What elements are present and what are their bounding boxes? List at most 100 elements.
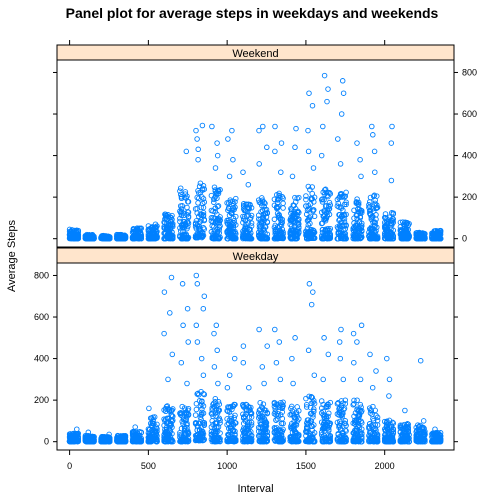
data-point-weekend xyxy=(307,213,314,220)
data-point-weekend xyxy=(185,220,192,226)
data-point-weekday xyxy=(262,426,269,432)
data-point-weekday xyxy=(154,428,160,435)
data-point-weekend xyxy=(248,235,255,242)
data-point-weekday xyxy=(303,401,310,408)
data-point-weekday xyxy=(260,401,267,407)
data-point-weekday xyxy=(185,430,192,436)
data-point-weekday xyxy=(296,433,302,439)
data-point-weekend xyxy=(214,211,220,217)
data-point-weekday xyxy=(200,372,207,378)
data-point-weekend xyxy=(214,195,220,201)
data-point-weekday xyxy=(325,404,331,410)
data-point-weekend xyxy=(372,169,378,175)
data-point-weekend xyxy=(214,152,221,159)
data-point-weekday xyxy=(437,435,444,442)
data-point-weekend xyxy=(138,225,145,232)
data-point-weekday xyxy=(192,412,199,418)
data-point-weekday xyxy=(245,403,252,410)
data-point-weekday xyxy=(311,422,317,428)
data-point-weekend xyxy=(390,227,397,234)
data-point-weekday xyxy=(201,421,208,428)
data-point-weekday xyxy=(259,364,266,370)
data-point-weekday xyxy=(386,376,393,383)
data-point-weekday xyxy=(292,335,298,341)
data-point-weekday xyxy=(308,301,315,308)
data-point-weekend xyxy=(406,234,412,240)
data-point-weekend xyxy=(339,194,345,200)
data-point-weekday xyxy=(336,339,343,345)
data-point-weekend xyxy=(201,186,208,192)
data-point-weekday xyxy=(200,391,207,397)
data-point-weekday xyxy=(359,420,365,426)
data-point-weekend xyxy=(303,196,309,203)
data-point-weekday xyxy=(200,431,207,437)
data-point-weekend xyxy=(233,235,239,241)
data-point-weekday xyxy=(169,430,175,437)
data-point-weekday xyxy=(122,434,129,440)
data-point-weekday xyxy=(390,420,397,426)
data-point-weekday xyxy=(211,364,218,370)
data-point-weekend xyxy=(225,136,231,142)
x-tick-label: 1500 xyxy=(296,461,316,471)
data-point-weekday xyxy=(233,420,239,426)
data-point-weekday xyxy=(432,426,438,432)
data-point-weekday xyxy=(309,423,315,430)
data-point-weekend xyxy=(107,234,113,240)
data-point-weekday xyxy=(179,281,186,287)
data-point-weekday xyxy=(280,426,286,433)
data-point-weekday xyxy=(224,384,231,391)
data-point-weekday xyxy=(389,435,396,442)
panel-weekend: Weekend 0 200 400 600 800 xyxy=(53,44,477,248)
data-point-weekday xyxy=(193,406,200,413)
data-point-weekday xyxy=(201,391,208,398)
data-point-weekend xyxy=(247,226,253,232)
data-point-weekday xyxy=(217,417,223,424)
data-point-weekday xyxy=(161,330,167,337)
data-point-weekend xyxy=(343,199,349,205)
data-point-weekend xyxy=(200,195,207,202)
data-point-weekday xyxy=(311,397,317,404)
data-point-weekday xyxy=(201,419,208,426)
data-point-weekend xyxy=(358,235,364,241)
data-point-weekday xyxy=(278,429,285,436)
data-point-weekday xyxy=(337,355,344,362)
data-point-weekday xyxy=(201,293,208,299)
data-point-weekend xyxy=(154,228,160,235)
data-point-weekend xyxy=(318,152,325,159)
data-point-weekend xyxy=(335,136,341,142)
data-point-weekend xyxy=(248,212,255,219)
data-point-weekend xyxy=(335,200,341,206)
data-point-weekday xyxy=(213,322,220,329)
data-point-weekday xyxy=(351,401,357,407)
data-point-weekend xyxy=(309,190,315,197)
data-point-weekend xyxy=(296,221,302,227)
data-point-weekday xyxy=(343,438,349,444)
data-point-weekday xyxy=(194,339,201,345)
data-point-weekday xyxy=(367,410,374,416)
data-point-weekend xyxy=(359,220,365,227)
data-point-weekday xyxy=(272,326,278,333)
data-point-weekend xyxy=(278,169,284,175)
data-point-weekday xyxy=(201,436,208,443)
data-point-weekday xyxy=(359,430,365,436)
data-point-weekday xyxy=(290,411,297,417)
data-point-weekday xyxy=(185,405,192,412)
data-point-weekend xyxy=(280,234,286,241)
data-point-weekday xyxy=(372,407,378,414)
data-point-weekend xyxy=(138,235,145,242)
x-tick-label: 1000 xyxy=(217,461,237,471)
data-point-weekday xyxy=(248,414,255,420)
data-point-weekday xyxy=(389,419,396,426)
data-point-weekday xyxy=(165,376,171,383)
data-point-weekend xyxy=(340,227,347,234)
x-tick-label: 500 xyxy=(141,461,156,471)
data-point-weekday xyxy=(263,423,270,429)
data-point-weekend xyxy=(326,199,333,206)
data-point-weekend xyxy=(276,192,282,199)
data-point-weekend xyxy=(215,203,222,209)
data-point-weekday xyxy=(422,432,428,438)
data-point-weekday xyxy=(437,430,444,436)
data-point-weekend xyxy=(366,199,373,205)
data-point-weekend xyxy=(326,211,333,218)
data-point-weekend xyxy=(337,161,344,167)
